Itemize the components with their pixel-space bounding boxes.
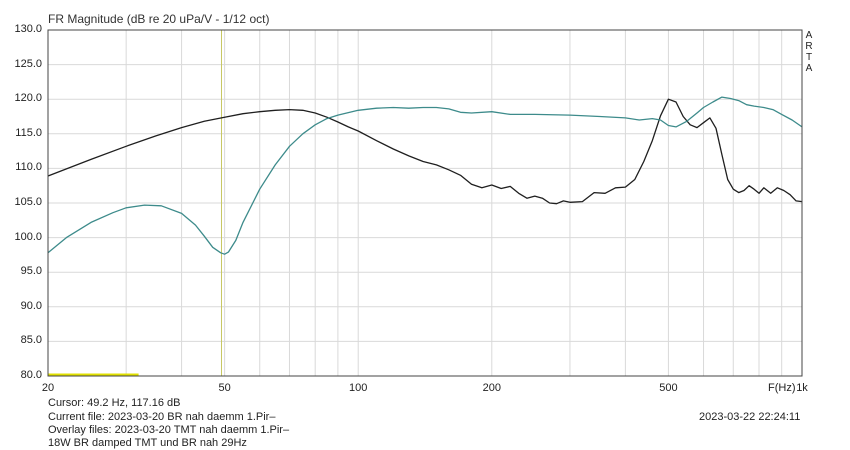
- series-line-1: [47, 98, 803, 205]
- overlay-files: Overlay files: 2023-03-20 TMT nah daemm …: [48, 424, 290, 436]
- arta-letter: A: [805, 63, 813, 74]
- plot-frame: [47, 29, 803, 377]
- x-tick-label: 500: [659, 382, 678, 394]
- x-tick-label: 50: [218, 382, 231, 394]
- y-tick-label: 115.0: [15, 126, 42, 139]
- date-time: 2023-03-22 22:24:11: [699, 411, 801, 423]
- y-tick-label: 90.0: [20, 299, 42, 312]
- y-tick-label: 95.0: [20, 265, 42, 278]
- y-tick-label: 100.0: [14, 230, 42, 243]
- series-line-2: [47, 96, 803, 255]
- series-layer: [47, 96, 803, 255]
- x-tick-label: 100: [349, 382, 368, 394]
- y-tick-label: 125.0: [14, 57, 42, 70]
- comment-text: 18W BR damped TMT und BR nah 29Hz: [48, 437, 247, 449]
- cursor-readout: Cursor: 49.2 Hz, 117.16 dB: [48, 397, 181, 409]
- y-tick-label: 105.0: [14, 196, 42, 208]
- arta-letter: A: [805, 30, 813, 41]
- x-tick-label: 1k: [796, 382, 808, 394]
- arta-letter: T: [805, 52, 813, 63]
- x-tick-label: 20: [41, 382, 55, 394]
- x-tick-label: 200: [482, 382, 501, 394]
- y-tick-label: 110.0: [15, 161, 42, 174]
- y-tick-label: 120.0: [14, 92, 42, 105]
- arta-letter: R: [805, 41, 813, 52]
- y-tick-label: 85.0: [20, 334, 42, 347]
- chart-title: FR Magnitude (dB re 20 uPa/V - 1/12 oct): [48, 12, 270, 26]
- y-tick-label: 80.0: [20, 369, 42, 381]
- current-file: Current file: 2023-03-20 BR nah daemm 1.…: [48, 411, 276, 423]
- x-axis-label: F(Hz): [768, 382, 796, 394]
- grid-lines: [47, 29, 803, 377]
- y-tick-label: 130.0: [14, 23, 42, 35]
